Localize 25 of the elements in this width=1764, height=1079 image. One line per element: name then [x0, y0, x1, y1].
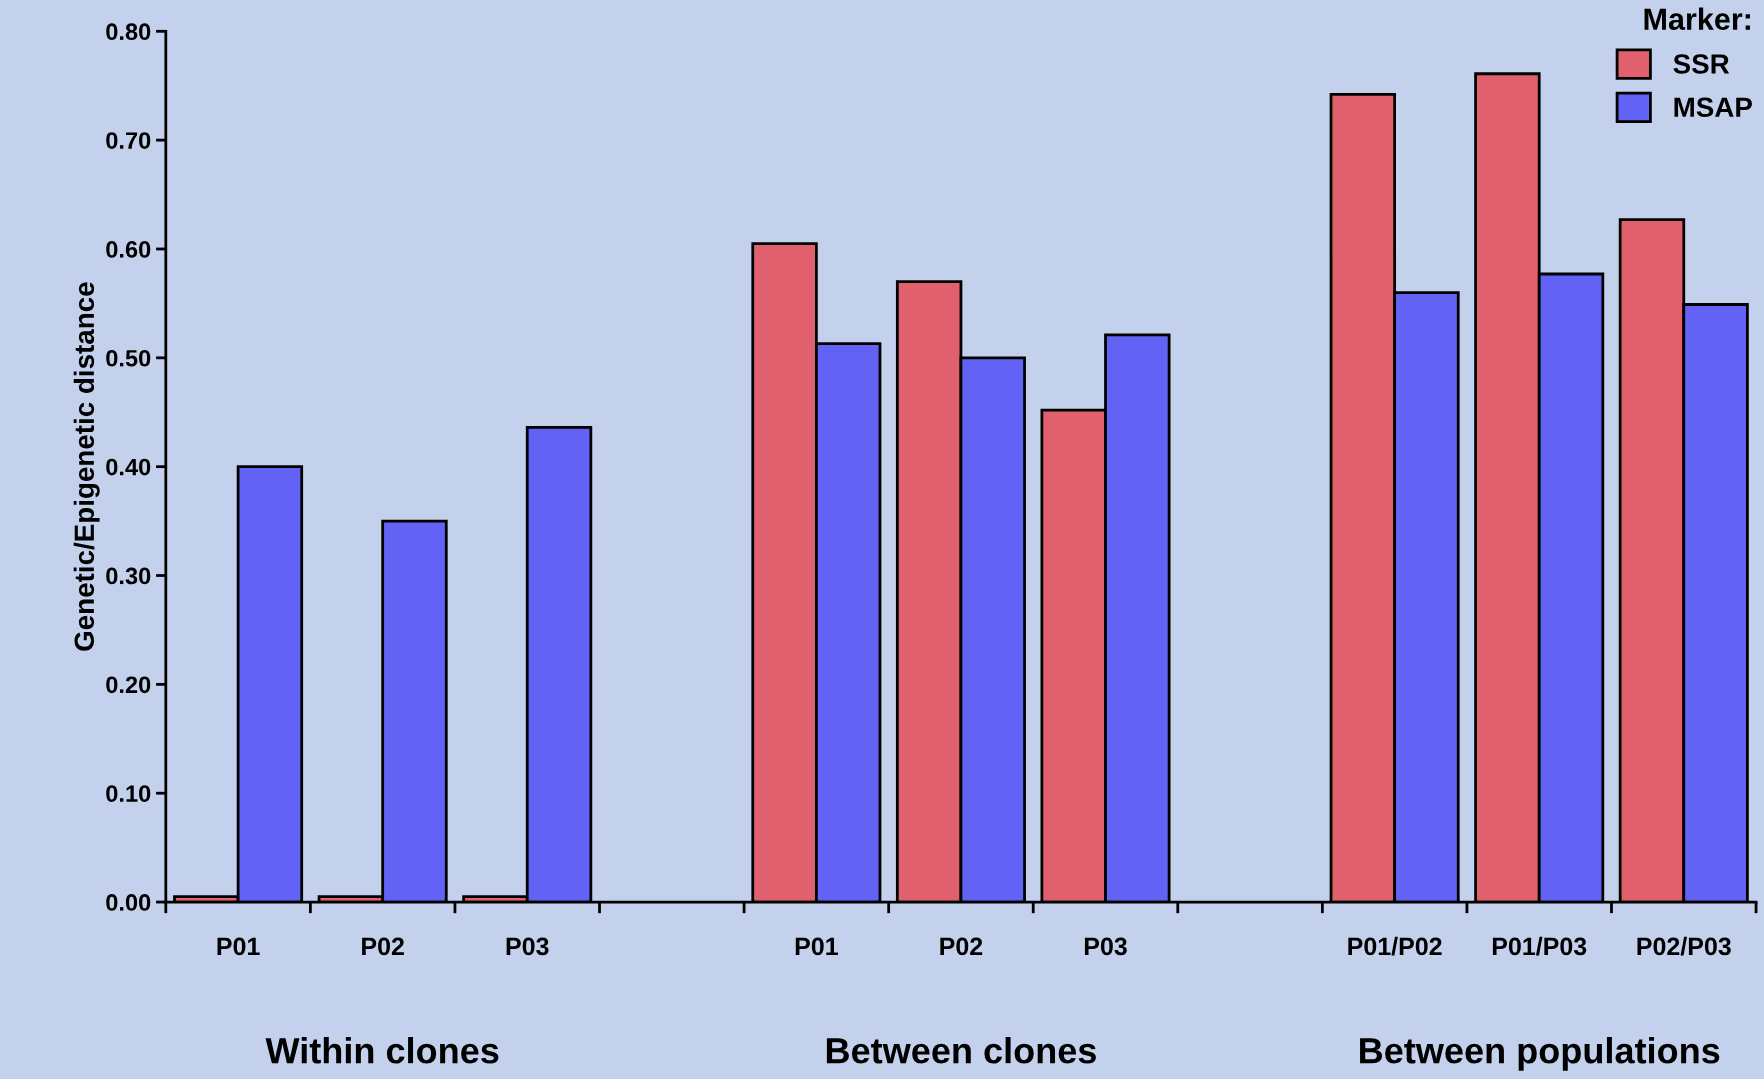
text: Within clones	[265, 1037, 499, 1064]
y-tick-label: 0.50	[106, 349, 151, 367]
y-tick-label: 0.60	[106, 241, 151, 258]
x-tick-label: P01/P03	[1492, 936, 1587, 956]
y-tick-label: 0.40	[106, 458, 151, 476]
x-tick-label: P03	[506, 937, 549, 956]
y-tick-label: 0.30	[106, 567, 151, 585]
x-tick-label: P02/P03	[1637, 936, 1731, 956]
x-tick-label: P02	[940, 937, 983, 956]
y-tick-label: 0.70	[106, 132, 151, 149]
x-tick-label: P01	[217, 937, 260, 956]
y-tick-label: 0.10	[106, 785, 151, 802]
y-tick-label: 0.80	[106, 23, 151, 41]
y-tick-label: 0.20	[106, 676, 151, 694]
x-tick-label: P02	[362, 937, 404, 956]
legend-title: Marker:	[1644, 7, 1750, 31]
legend-label: SSR	[1673, 54, 1730, 74]
x-tick-label: P01	[795, 937, 838, 956]
y-tick-label: 0.00	[106, 894, 151, 911]
text: Between clones	[826, 1037, 1096, 1064]
text: Between populations	[1360, 1037, 1720, 1071]
x-tick-label: P03	[1084, 937, 1127, 956]
y-axis-title: Genetic/Epigenetic distance	[73, 282, 100, 651]
legend-label: MSAP	[1674, 97, 1752, 118]
x-tick-label: P01/P02	[1348, 936, 1442, 956]
